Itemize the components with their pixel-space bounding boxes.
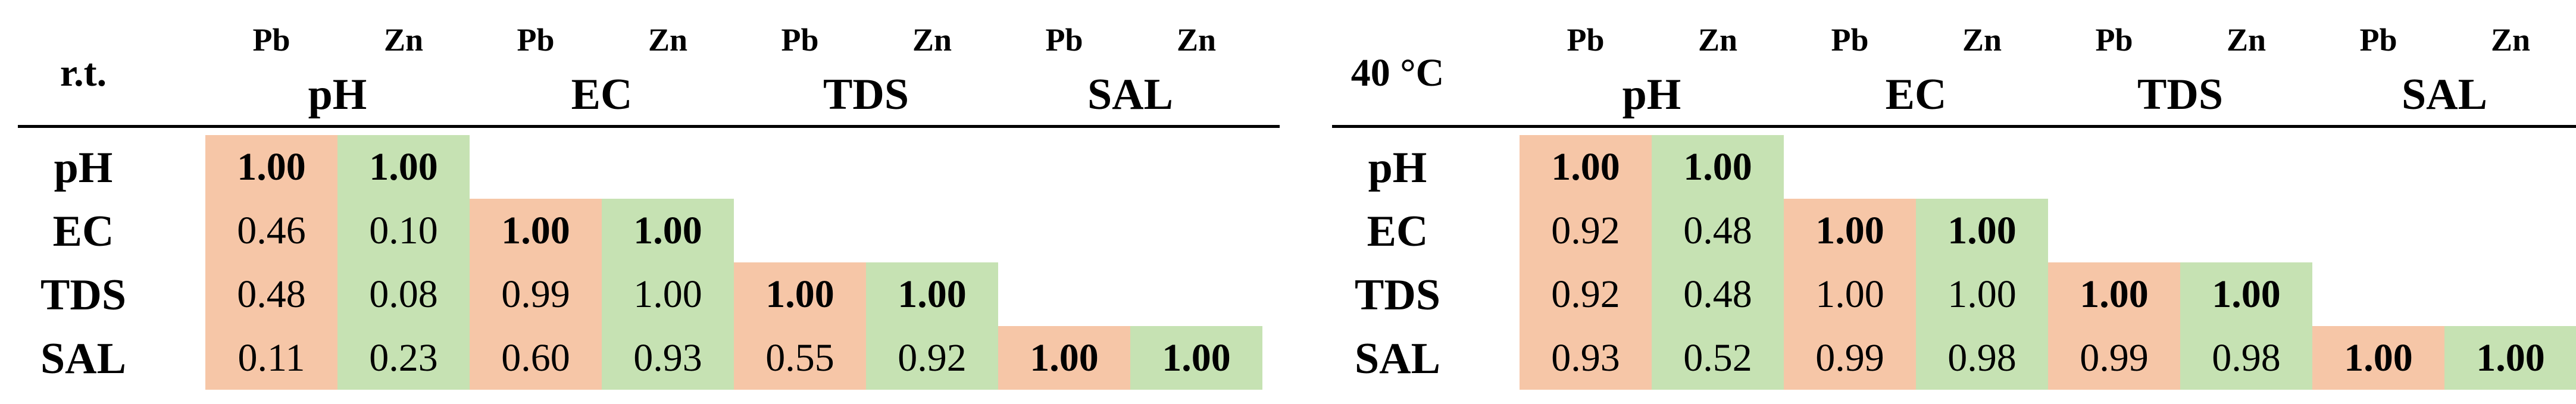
metal-header-zn: Zn [1697,22,1738,58]
metal-header-pb: Pb [517,22,555,58]
correlation-cell: 1.00 [337,135,470,199]
correlation-cell: 0.23 [337,326,470,390]
correlation-cell: 1.00 [2312,326,2444,390]
header-rule [18,125,1280,128]
metal-header-zn: Zn [912,22,952,58]
correlation-cell: 0.48 [205,262,337,326]
correlation-cell: 1.00 [1784,199,1916,262]
correlation-cell: 0.98 [1916,326,2048,390]
group-header-tds: TDS [2137,70,2223,119]
correlation-cell: 1.00 [1520,135,1652,199]
correlation-cell: 0.08 [337,262,470,326]
correlation-cell: 1.00 [734,262,866,326]
metal-header-pb: Pb [1045,22,1083,58]
row-label-sal: SAL [40,334,126,383]
correlation-cell: 0.99 [470,262,602,326]
metal-header-zn: Zn [648,22,688,58]
correlation-cell: 0.99 [2048,326,2180,390]
metal-header-zn: Zn [1176,22,1217,58]
correlation-cell: 0.93 [602,326,734,390]
correlation-cell: 1.00 [1916,199,2048,262]
row-label-ph: pH [1368,143,1427,192]
row-label-tds: TDS [40,271,126,320]
metal-header-pb: Pb [1831,22,1869,58]
correlation-cell: 0.48 [1652,262,1784,326]
row-label-ec: EC [52,207,114,256]
correlation-cell: 0.10 [337,199,470,262]
row-label-tds: TDS [1355,271,1440,320]
row-label-ph: pH [54,143,113,192]
group-header-ec: EC [1885,70,1947,119]
correlation-cell: 1.00 [866,262,998,326]
correlation-cell: 1.00 [205,135,337,199]
correlation-cell: 1.00 [1652,135,1784,199]
correlation-cell: 1.00 [470,199,602,262]
group-header-ec: EC [571,70,633,119]
group-header-ph: pH [308,70,367,119]
correlation-cell: 1.00 [602,199,734,262]
correlation-cell: 0.46 [205,199,337,262]
metal-header-pb: Pb [781,22,819,58]
metal-header-pb: Pb [252,22,290,58]
group-header-sal: SAL [1087,70,1173,119]
correlation-cell: 1.00 [2180,262,2312,326]
correlation-cell: 0.11 [205,326,337,390]
header-rule [1332,125,2576,128]
correlation-cell: 1.00 [602,262,734,326]
correlation-cell: 1.00 [2444,326,2576,390]
row-label-sal: SAL [1355,334,1440,383]
correlation-cell: 1.00 [1916,262,2048,326]
metal-header-zn: Zn [2490,22,2531,58]
metal-header-zn: Zn [1962,22,2002,58]
correlation-cell: 1.00 [1784,262,1916,326]
correlation-cell: 1.00 [1130,326,1262,390]
correlation-cell: 0.99 [1784,326,1916,390]
metal-header-pb: Pb [1567,22,1605,58]
row-label-ec: EC [1367,207,1428,256]
table-corner-label: r.t. [60,51,107,95]
correlation-cell: 0.92 [866,326,998,390]
correlation-cell: 1.00 [998,326,1130,390]
metal-header-zn: Zn [383,22,424,58]
correlation-cell: 1.00 [2048,262,2180,326]
group-header-ph: pH [1622,70,1681,119]
metal-header-zn: Zn [2226,22,2266,58]
group-header-sal: SAL [2402,70,2487,119]
group-header-tds: TDS [823,70,909,119]
correlation-cell: 0.92 [1520,199,1652,262]
correlation-cell: 0.60 [470,326,602,390]
correlation-cell: 0.48 [1652,199,1784,262]
correlation-cell: 0.93 [1520,326,1652,390]
correlation-cell: 0.52 [1652,326,1784,390]
correlation-cell: 0.98 [2180,326,2312,390]
metal-header-pb: Pb [2359,22,2397,58]
table-corner-label: 40 °C [1350,51,1445,95]
correlation-cell: 0.55 [734,326,866,390]
correlation-cell: 0.92 [1520,262,1652,326]
metal-header-pb: Pb [2095,22,2133,58]
